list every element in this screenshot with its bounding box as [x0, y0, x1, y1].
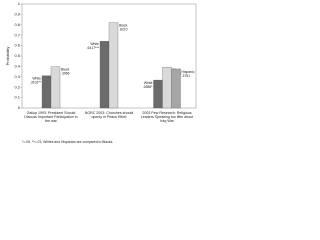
y-tick-label: 0.1	[14, 95, 20, 100]
bar	[50, 66, 61, 109]
value-label: .3751	[182, 74, 191, 78]
chart: Probability 0 0.1 0.2 0.3 0.4 0.5 0.6 0.7 0.8 0.9…	[5, 1, 197, 110]
page: Probability 0 0.1 0.2 0.3 0.4 0.5 0.6 0.7 0.8 0.9…	[0, 0, 200, 148]
bar	[162, 67, 172, 109]
value-label: .3966	[61, 72, 70, 76]
legend-label: Black	[119, 24, 128, 28]
y-tick-label: 1	[18, 1, 21, 6]
y-tick-label: 0.6	[14, 43, 20, 48]
y-tick-label: 0.9	[14, 11, 20, 16]
x-tick-label: 2003 Pew Research: Religious Leaders Spe…	[140, 111, 194, 124]
legend-label: Hispanic	[182, 70, 195, 74]
legend-label: White	[90, 42, 99, 46]
y-tick-label: 0	[18, 105, 21, 110]
value-label: .3102**	[30, 81, 42, 85]
y-tick-label: 0.7	[14, 32, 20, 37]
value-label: .8210	[119, 28, 128, 32]
bar	[108, 22, 119, 109]
value-label: .2688*	[143, 85, 153, 89]
y-tick-label: 0.3	[14, 74, 20, 79]
bar	[153, 79, 163, 109]
x-tick-label: NORC 2003: Churches should openly in Pea…	[84, 111, 134, 120]
y-tick-label: 0.4	[14, 63, 20, 68]
legend-label: White	[144, 81, 153, 85]
bar	[41, 75, 52, 109]
y-tick-label: 0.8	[14, 22, 20, 27]
footnote: *=.05, **=.01; Whites and Hispanics are …	[22, 140, 114, 144]
y-tick-label: 0.5	[14, 53, 20, 58]
y-tick-label: 0.2	[14, 84, 20, 89]
x-tick-label: Gallup 1993: President Should Discuss Im…	[24, 111, 78, 124]
bar	[99, 41, 110, 109]
y-axis-label: Probability	[5, 47, 10, 66]
value-label: .6417***	[87, 46, 100, 50]
legend-label: Black	[61, 68, 70, 72]
bar	[171, 68, 181, 109]
legend-label: White	[32, 77, 41, 81]
